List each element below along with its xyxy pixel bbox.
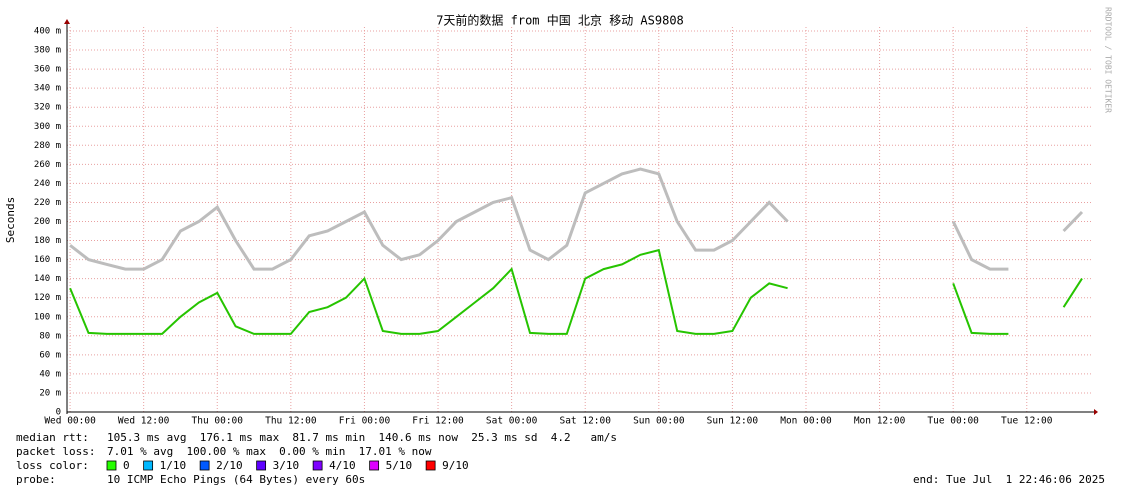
y-tick-label: 400 m xyxy=(34,27,61,37)
y-tick-label: 20 m xyxy=(39,388,61,398)
x-tick-label: Wed 00:00 xyxy=(44,416,96,427)
end-time: end: Tue Jul 1 22:46:06 2025 xyxy=(913,473,1105,486)
y-tick-label: 80 m xyxy=(39,331,61,341)
x-tick-label: Sat 12:00 xyxy=(559,416,611,427)
stat-values: 105.3 ms avg 176.1 ms max 81.7 ms min 14… xyxy=(107,431,617,444)
x-tick-label: Fri 00:00 xyxy=(339,416,391,427)
probe-text: 10 ICMP Echo Pings (64 Bytes) every 60s xyxy=(107,473,365,486)
y-tick-label: 300 m xyxy=(34,122,61,132)
legend-swatch xyxy=(425,460,436,471)
loss-legend-label: loss color: xyxy=(16,459,89,472)
legend-label: 0 xyxy=(123,459,130,472)
legend-label: 4/10 xyxy=(329,459,356,472)
y-tick-label: 200 m xyxy=(34,217,61,227)
y-tick-label: 280 m xyxy=(34,141,61,151)
x-tick-label: Sun 12:00 xyxy=(707,416,759,427)
y-tick-label: 40 m xyxy=(39,369,61,379)
y-tick-label: 100 m xyxy=(34,312,61,322)
y-tick-label: 220 m xyxy=(34,198,61,208)
x-tick-label: Fri 12:00 xyxy=(412,416,464,427)
x-arrow xyxy=(1094,409,1098,415)
legend-label: 1/10 xyxy=(160,459,187,472)
x-tick-label: Mon 00:00 xyxy=(780,416,832,427)
y-tick-label: 140 m xyxy=(34,274,61,284)
stat-label: packet loss: xyxy=(16,445,95,458)
legend-label: 3/10 xyxy=(273,459,300,472)
x-tick-label: Wed 12:00 xyxy=(118,416,170,427)
y-tick-label: 240 m xyxy=(34,179,61,189)
x-tick-label: Sun 00:00 xyxy=(633,416,685,427)
stat-values: 7.01 % avg 100.00 % max 0.00 % min 17.01… xyxy=(107,445,432,458)
y-tick-label: 120 m xyxy=(34,293,61,303)
stat-label: median rtt: xyxy=(16,431,89,444)
y-tick-label: 0 xyxy=(56,408,61,418)
y-arrow xyxy=(64,19,70,24)
plot-area xyxy=(67,27,1093,413)
legend-swatch xyxy=(256,460,267,471)
probe-label: probe: xyxy=(16,473,56,486)
y-axis-label: Seconds xyxy=(4,197,17,243)
legend-label: 5/10 xyxy=(386,459,413,472)
x-tick-label: Thu 00:00 xyxy=(192,416,244,427)
y-tick-label: 320 m xyxy=(34,103,61,113)
legend-swatch xyxy=(369,460,380,471)
y-tick-label: 160 m xyxy=(34,255,61,265)
x-tick-label: Tue 12:00 xyxy=(1001,416,1053,427)
legend-swatch xyxy=(312,460,323,471)
x-tick-label: Sat 00:00 xyxy=(486,416,538,427)
series-line xyxy=(69,248,1083,335)
chart-title: 7天前的数据 from 中国 北京 移动 AS9808 xyxy=(436,13,684,28)
y-tick-label: 380 m xyxy=(34,46,61,56)
series-line xyxy=(69,167,1084,271)
x-tick-label: Tue 00:00 xyxy=(927,416,979,427)
watermark: RRDTOOL / TOBI OETIKER xyxy=(1104,7,1113,113)
x-tick-label: Mon 12:00 xyxy=(854,416,906,427)
y-tick-label: 340 m xyxy=(34,84,61,94)
legend-swatch xyxy=(199,460,210,471)
y-tick-label: 60 m xyxy=(39,350,61,360)
y-tick-label: 180 m xyxy=(34,236,61,246)
y-tick-label: 360 m xyxy=(34,65,61,75)
legend-swatch xyxy=(143,460,154,471)
legend-label: 2/10 xyxy=(216,459,243,472)
x-tick-label: Thu 12:00 xyxy=(265,416,317,427)
legend-label: 9/10 xyxy=(442,459,469,472)
y-tick-label: 260 m xyxy=(34,160,61,170)
legend-swatch xyxy=(106,460,117,471)
